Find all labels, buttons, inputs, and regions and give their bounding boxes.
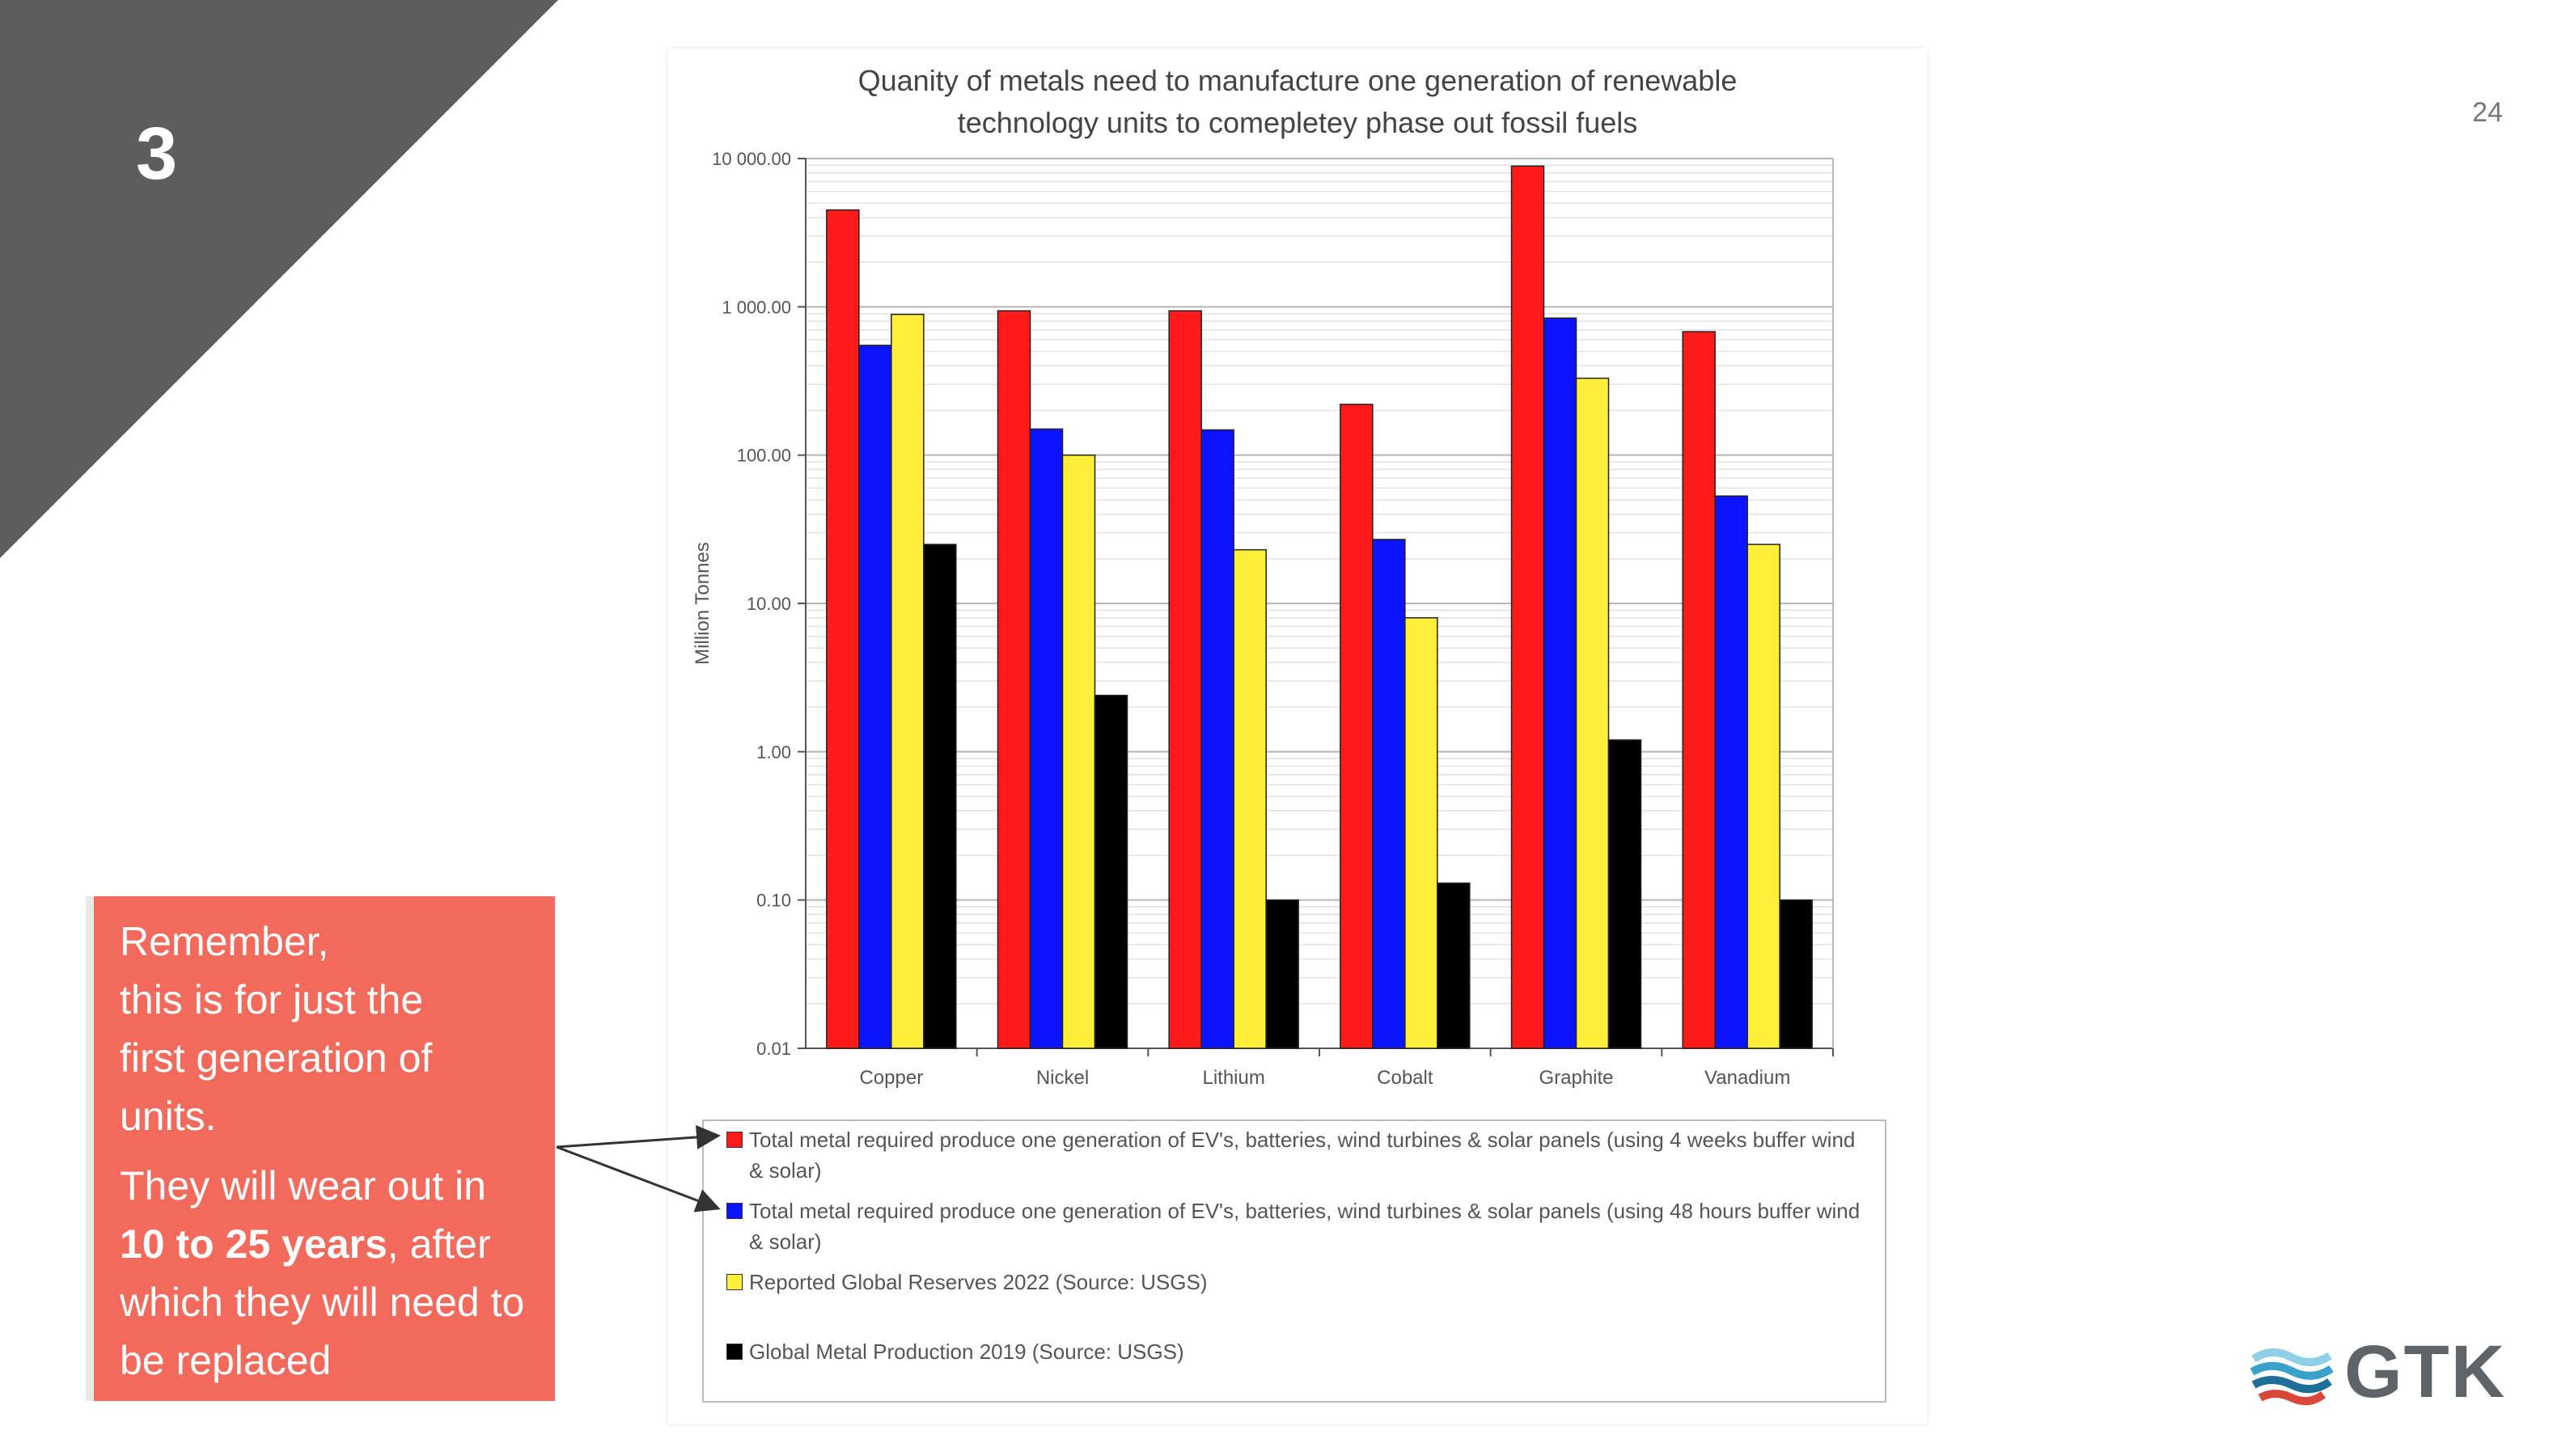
- corner-triangle: [0, 0, 558, 558]
- y-axis-label: Million Tonnes: [692, 542, 713, 665]
- x-tick-label: Graphite: [1539, 1067, 1613, 1089]
- bar-copper-series-3: [891, 313, 925, 1049]
- callout-text: , after which they will need to be repla…: [120, 1221, 525, 1383]
- y-tick-label: 100.00: [737, 446, 791, 466]
- callout-line: this is for just the: [120, 977, 424, 1022]
- callout-box: Remember, this is for just the first gen…: [94, 896, 555, 1401]
- callout-paragraph-2: They will wear out in 10 to 25 years, af…: [94, 1157, 555, 1390]
- chart-legend: Total metal required produce one generat…: [702, 1120, 1886, 1403]
- bar-lithium-series-1: [1168, 310, 1202, 1049]
- x-tick-label: Lithium: [1202, 1067, 1264, 1089]
- bar-graphite-series-2: [1543, 317, 1577, 1049]
- x-tick-label: Nickel: [1036, 1067, 1089, 1089]
- page-number: 24: [2472, 97, 2503, 128]
- bar-vanadium-series-2: [1714, 495, 1748, 1049]
- legend-swatch-blue: [726, 1203, 743, 1219]
- x-tick-label: Cobalt: [1377, 1067, 1433, 1089]
- y-tick-label: 1.00: [756, 742, 791, 762]
- chart-title: Quanity of metals need to manufacture on…: [668, 60, 1927, 144]
- callout-emphasis: 10 to 25 years: [120, 1221, 387, 1267]
- bar-copper-series-2: [858, 345, 892, 1049]
- x-tick-label: Vanadium: [1704, 1067, 1790, 1089]
- y-tick-label: 1 000.00: [722, 297, 791, 317]
- bar-cobalt-series-1: [1340, 404, 1374, 1049]
- callout-line: first generation of: [120, 1035, 433, 1081]
- legend-item-48-hours: Total metal required produce one generat…: [726, 1196, 1867, 1257]
- bar-graphite-series-4: [1607, 739, 1642, 1049]
- bar-lithium-series-4: [1265, 899, 1299, 1049]
- bar-vanadium-series-3: [1746, 544, 1780, 1049]
- gtk-logo: GTK: [2247, 1327, 2522, 1416]
- legend-label: Total metal required produce one generat…: [749, 1128, 1856, 1183]
- callout-paragraph-1: Remember, this is for just the first gen…: [94, 896, 555, 1145]
- chart-card: Quanity of metals need to manufacture on…: [668, 49, 1927, 1424]
- y-tick-label: 10 000.00: [712, 149, 791, 169]
- chart-title-line-1: Quanity of metals need to manufacture on…: [857, 64, 1738, 97]
- chart-title-line-2: technology units to comepletey phase out…: [957, 106, 1638, 139]
- connector-arrow-1: [556, 1124, 721, 1149]
- callout-line: units.: [120, 1094, 217, 1139]
- slide-number: 3: [136, 112, 178, 195]
- legend-swatch-yellow: [726, 1274, 743, 1290]
- bar-lithium-series-3: [1233, 548, 1267, 1049]
- connector-arrow-2: [556, 1145, 721, 1213]
- bar-nickel-series-2: [1029, 428, 1064, 1049]
- legend-label: Total metal required produce one generat…: [749, 1199, 1861, 1254]
- callout-line: Remember,: [120, 919, 329, 964]
- bar-graphite-series-1: [1510, 165, 1545, 1049]
- bar-cobalt-series-4: [1437, 882, 1471, 1049]
- legend-label: Reported Global Reserves 2022 (Source: U…: [749, 1270, 1208, 1294]
- gtk-wave-icon: [2250, 1331, 2334, 1412]
- bar-graphite-series-3: [1575, 377, 1610, 1049]
- bar-nickel-series-1: [997, 310, 1031, 1049]
- bar-nickel-series-4: [1094, 694, 1128, 1049]
- bar-vanadium-series-4: [1779, 899, 1813, 1049]
- bar-nickel-series-3: [1061, 454, 1096, 1049]
- logo-text: GTK: [2344, 1331, 2507, 1413]
- legend-swatch-red: [726, 1132, 743, 1148]
- legend-label: Global Metal Production 2019 (Source: US…: [749, 1340, 1184, 1364]
- legend-swatch-black: [726, 1344, 743, 1360]
- bar-copper-series-4: [923, 544, 957, 1049]
- bar-cobalt-series-3: [1404, 617, 1438, 1049]
- x-tick-label: Copper: [859, 1067, 923, 1089]
- y-tick-label: 0.10: [756, 891, 791, 911]
- legend-item-reserves: Reported Global Reserves 2022 (Source: U…: [726, 1267, 1867, 1297]
- y-tick-label: 10.00: [747, 594, 791, 614]
- bar-chart: 0.01 0.10 1.00 10.00 100.00 1 000.00 10 000.00…: [692, 149, 1834, 1089]
- bar-vanadium-series-1: [1682, 331, 1716, 1049]
- bar-lithium-series-2: [1200, 429, 1234, 1049]
- y-tick-label: 0.01: [756, 1039, 791, 1059]
- legend-item-4-weeks: Total metal required produce one generat…: [726, 1124, 1867, 1186]
- legend-item-production: Global Metal Production 2019 (Source: US…: [726, 1336, 1867, 1367]
- callout-text: They will wear out in: [120, 1163, 486, 1208]
